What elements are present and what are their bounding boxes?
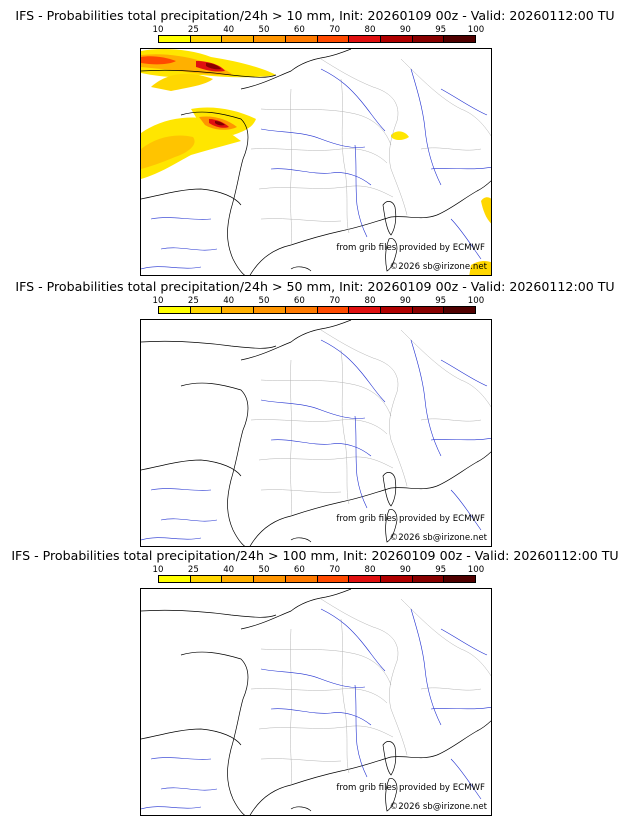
borders [250,58,491,246]
colorbar-tick-label: 80 [364,25,376,35]
colorbar-swatch [412,576,445,582]
colorbar-tick-label: 40 [223,296,235,306]
colorbar-tick-label: 25 [187,25,199,35]
colorbar-swatch [254,576,286,582]
colorbar-tick-label: 95 [435,25,447,35]
coastlines [141,589,491,815]
colorbar-tick-label: 80 [364,565,376,575]
colorbar-swatch [412,307,445,313]
panel-title: IFS - Probabilities total precipitation/… [15,8,615,23]
colorbar-tick-label: 60 [293,25,305,35]
colorbar-labels: 10 25 40 50 60 70 80 90 95 100 [153,25,485,35]
colorbar-swatch [317,576,350,582]
colorbar-tick-label: 10 [152,25,164,35]
borders [250,598,491,786]
colorbar-swatch [285,307,318,313]
colorbar-swatch [159,307,191,313]
colorbar-swatch [444,36,476,42]
colorbar-tick-label: 90 [399,25,411,35]
colorbar-swatch [412,36,445,42]
colorbar-tick-label: 95 [435,565,447,575]
map-drawing [141,320,491,546]
precip-overlay [141,49,491,275]
colorbar [158,35,476,43]
copyright-credit: ©2026 sb@irizone.net [389,533,487,543]
rivers [141,68,491,270]
colorbar-swatch [349,576,381,582]
colorbar-swatch [349,307,381,313]
source-credit: from grib files provided by ECMWF [336,243,485,253]
colorbar-tick-label: 10 [152,296,164,306]
colorbar-tick-label: 100 [467,296,485,306]
colorbar-tick-label: 70 [329,25,341,35]
map-panel-100mm: IFS - Probabilities total precipitation/… [0,548,630,818]
colorbar-swatch [190,36,223,42]
map-panel-10mm: IFS - Probabilities total precipitation/… [0,8,630,278]
france-map: from grib files provided by ECMWF ©2026 … [140,48,492,276]
colorbar-tick-label: 100 [467,25,485,35]
rivers [141,339,491,541]
colorbar-swatch [285,576,318,582]
colorbar-swatch [380,576,413,582]
colorbar-swatch [254,36,286,42]
colorbar-tick-label: 50 [258,296,270,306]
colorbar-tick-label: 70 [329,296,341,306]
colorbar-labels: 10 25 40 50 60 70 80 90 95 100 [153,565,485,575]
colorbar-tick-label: 50 [258,25,270,35]
colorbar-tick-label: 90 [399,565,411,575]
colorbar [158,306,476,314]
colorbar-swatch [190,576,223,582]
colorbar-tick-label: 10 [152,565,164,575]
map-drawing [141,589,491,815]
map-drawing [141,49,491,275]
copyright-credit: ©2026 sb@irizone.net [389,802,487,812]
colorbar-swatch [222,307,255,313]
colorbar-tick-label: 70 [329,565,341,575]
colorbar-tick-label: 80 [364,296,376,306]
colorbar-swatch [317,307,350,313]
colorbar-tick-label: 95 [435,296,447,306]
france-map: from grib files provided by ECMWF ©2026 … [140,319,492,547]
colorbar-tick-label: 40 [223,25,235,35]
colorbar-tick-label: 90 [399,296,411,306]
colorbar-tick-label: 50 [258,565,270,575]
colorbar-tick-label: 60 [293,565,305,575]
borders [250,329,491,517]
colorbar-tick-label: 40 [223,565,235,575]
colorbar-swatch [380,36,413,42]
colorbar-swatch [349,36,381,42]
panel-title: IFS - Probabilities total precipitation/… [11,548,619,563]
colorbar-swatch [380,307,413,313]
colorbar [158,575,476,583]
colorbar-tick-label: 25 [187,296,199,306]
coastlines [141,320,491,546]
colorbar-swatch [254,307,286,313]
colorbar-tick-label: 25 [187,565,199,575]
colorbar-tick-label: 100 [467,565,485,575]
colorbar-swatch [159,576,191,582]
source-credit: from grib files provided by ECMWF [336,514,485,524]
map-panel-50mm: IFS - Probabilities total precipitation/… [0,279,630,549]
panel-title: IFS - Probabilities total precipitation/… [15,279,615,294]
colorbar-swatch [159,36,191,42]
colorbar-swatch [222,36,255,42]
colorbar-swatch [444,307,476,313]
colorbar-swatch [285,36,318,42]
colorbar-tick-label: 60 [293,296,305,306]
colorbar-swatch [190,307,223,313]
france-map: from grib files provided by ECMWF ©2026 … [140,588,492,816]
colorbar-labels: 10 25 40 50 60 70 80 90 95 100 [153,296,485,306]
source-credit: from grib files provided by ECMWF [336,783,485,793]
colorbar-swatch [222,576,255,582]
copyright-credit: ©2026 sb@irizone.net [389,262,487,272]
rivers [141,608,491,810]
colorbar-swatch [317,36,350,42]
colorbar-swatch [444,576,476,582]
